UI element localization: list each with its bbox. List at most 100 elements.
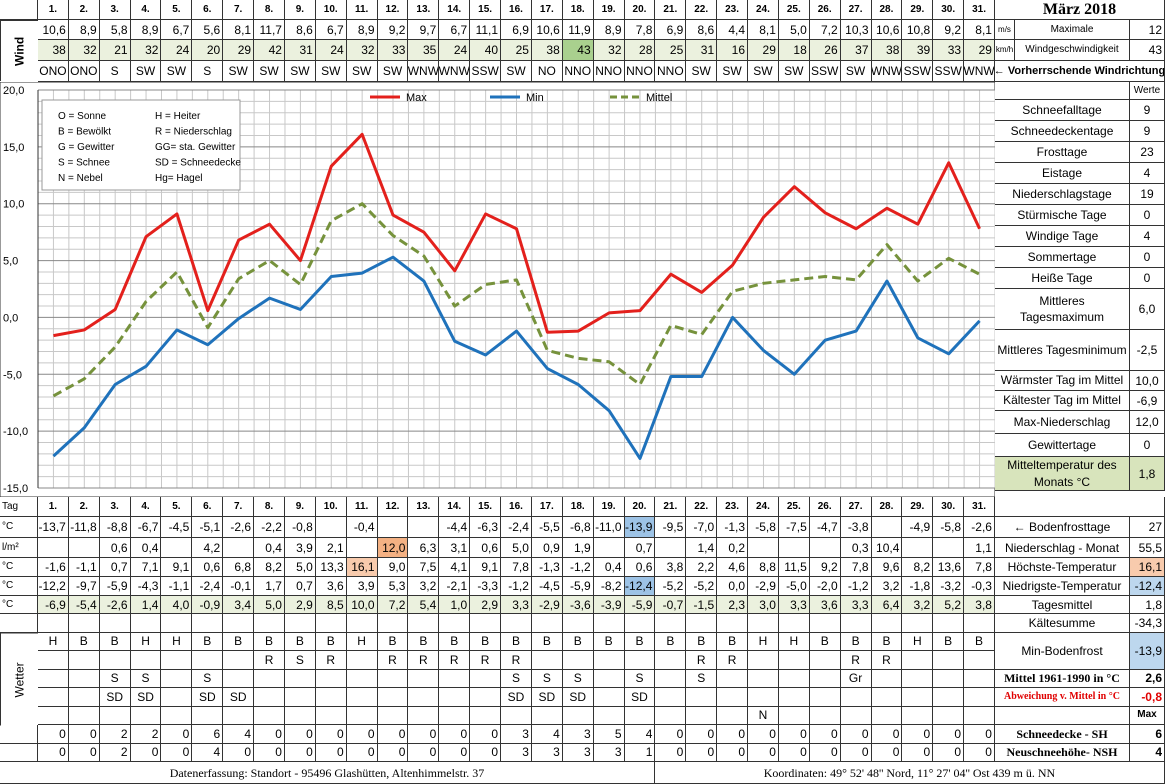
snow-depth: 4	[223, 725, 255, 744]
wind-kmh: 24	[315, 40, 347, 61]
wind-dir: NNO	[655, 61, 687, 82]
day-number: 1.	[38, 497, 69, 517]
wind-dir: SW	[254, 61, 285, 82]
weather-code	[161, 706, 193, 725]
blank	[192, 614, 224, 633]
max-temp: 7,8	[840, 558, 872, 577]
bodenfrost: -4,7	[809, 517, 841, 538]
new-snow: 0	[161, 743, 193, 762]
stat-value: 4	[1130, 163, 1165, 184]
weather-code	[315, 669, 347, 688]
weather-code: SD	[501, 688, 532, 707]
mean-temp: -3,9	[593, 596, 625, 614]
mean-temp: -5,4	[68, 596, 100, 614]
weather-code: H	[130, 632, 162, 651]
corner	[0, 0, 38, 20]
day-number: 19.	[593, 0, 625, 20]
weather-code: H	[748, 632, 779, 651]
weather-code	[161, 651, 193, 670]
weather-code: B	[717, 632, 749, 651]
wind-kmh: 25	[501, 40, 532, 61]
bodenfrost: -13,9	[624, 517, 656, 538]
min-temp: -5,2	[655, 577, 687, 596]
stat-value: 19	[1130, 184, 1165, 205]
wind-dir: SW	[315, 61, 347, 82]
row-unit: l/m²	[0, 538, 38, 558]
wind-ms: 11,7	[254, 20, 285, 40]
weather-code: N	[748, 706, 779, 725]
weather-code	[655, 651, 687, 670]
snow-depth: 4	[624, 725, 656, 744]
weather-code	[655, 706, 687, 725]
min-temp: -1,2	[840, 577, 872, 596]
blank	[254, 614, 285, 633]
footer-right: Koordinaten: 49° 52' 48'' Nord, 11° 27' …	[655, 762, 1165, 784]
min-temp: -1,8	[902, 577, 934, 596]
weather-code: B	[377, 632, 409, 651]
max-temp: -1,6	[38, 558, 69, 577]
day-number: 7.	[223, 0, 255, 20]
niederschlag: 1,9	[562, 538, 594, 558]
y-tick-label: 0,0	[3, 312, 18, 324]
chart: -15,0 -10,0 -5,0 0,0 5,0 10,0 15,0 20,0 Max Min Mi…	[0, 82, 995, 497]
weather-code	[223, 651, 255, 670]
wind-ms: 9,2	[377, 20, 409, 40]
niederschlag	[161, 538, 193, 558]
day-number: 22.	[686, 497, 718, 517]
weather-code	[717, 669, 749, 688]
day-number: 2.	[68, 497, 100, 517]
wind-kmh: 21	[99, 40, 131, 61]
max-temp: 7,5	[408, 558, 440, 577]
summary-value: 55,5	[1130, 538, 1165, 558]
code-entry: S = Schnee	[58, 158, 110, 169]
day-number: 12.	[377, 0, 409, 20]
weather-code: SD	[531, 688, 563, 707]
weather-code: B	[531, 632, 563, 651]
new-snow: 0	[408, 743, 440, 762]
weather-code	[68, 706, 100, 725]
weather-code: R	[871, 651, 903, 670]
weather-code: B	[254, 632, 285, 651]
min-temp: -1,1	[161, 577, 193, 596]
max-temp: 0,6	[192, 558, 224, 577]
day-number: 21.	[655, 497, 687, 517]
weather-code	[778, 706, 810, 725]
y-tick-label: 10,0	[3, 199, 24, 211]
weather-code	[470, 669, 502, 688]
snow-depth: 0	[871, 725, 903, 744]
weather-code: B	[562, 632, 594, 651]
max-temp: 8,2	[902, 558, 934, 577]
weather-code	[377, 706, 409, 725]
day-number: 7.	[223, 497, 255, 517]
wind-kmh: 42	[254, 40, 285, 61]
mean-temp: -3,6	[562, 596, 594, 614]
min-temp: 3,2	[871, 577, 903, 596]
niederschlag: 0,4	[254, 538, 285, 558]
day-number: 15.	[470, 0, 502, 20]
wind-ms: 6,7	[161, 20, 193, 40]
mean-temp: 3,3	[778, 596, 810, 614]
summary-value: -0,8	[1130, 688, 1165, 707]
new-snow: 3	[501, 743, 532, 762]
min-temp: -0,1	[223, 577, 255, 596]
bodenfrost	[377, 517, 409, 538]
stat-value: 23	[1130, 142, 1165, 163]
legend-label: Mittel	[646, 92, 672, 104]
weather-code: B	[655, 632, 687, 651]
weather-code	[254, 669, 285, 688]
weather-code	[902, 651, 934, 670]
new-snow: 0	[871, 743, 903, 762]
stat-label: Wärmster Tag im Mittel	[995, 371, 1130, 391]
blank	[99, 614, 131, 633]
mean-temp: 3,3	[501, 596, 532, 614]
bodenfrost: -2,4	[501, 517, 532, 538]
day-number: 26.	[809, 0, 841, 20]
new-snow: 0	[470, 743, 502, 762]
mean-temp: 8,5	[315, 596, 347, 614]
day-number: 14.	[439, 497, 471, 517]
weather-code	[38, 706, 69, 725]
wind-dir: SW	[748, 61, 779, 82]
weather-code	[748, 688, 779, 707]
wind-kmh: 43	[562, 40, 594, 61]
weather-code: S	[130, 669, 162, 688]
